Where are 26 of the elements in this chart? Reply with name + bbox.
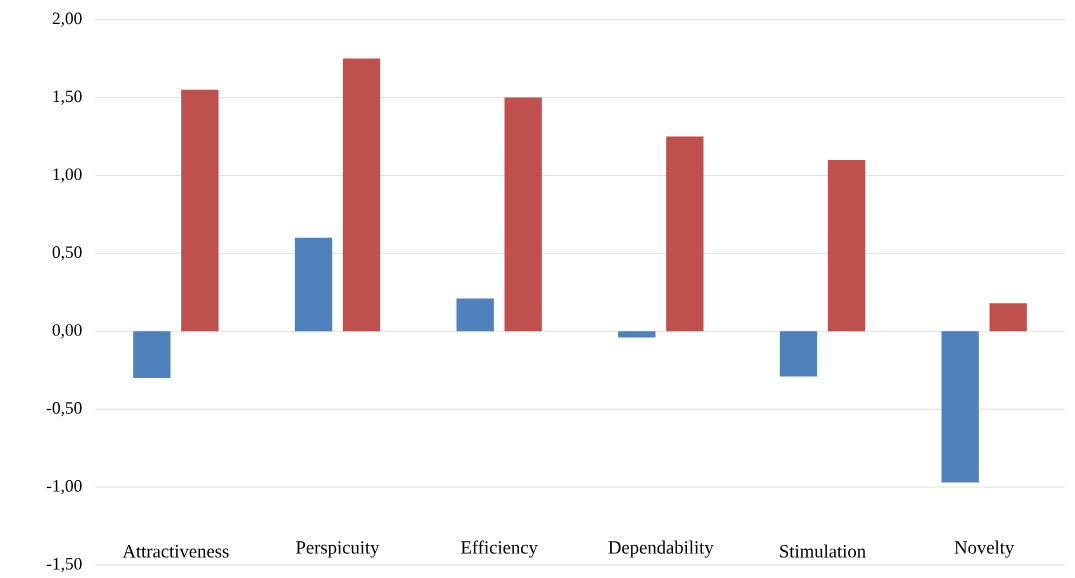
bar — [294, 237, 333, 332]
y-tick-label: 2,00 — [52, 12, 82, 27]
x-tick-label: Perspicuity — [296, 541, 380, 558]
x-tick-label: Efficiency — [461, 540, 538, 558]
bar — [827, 159, 866, 332]
y-tick-label: 0,00 — [52, 324, 82, 339]
bar — [133, 331, 171, 379]
bar — [779, 331, 818, 377]
y-tick-label: -1,00 — [46, 479, 82, 495]
x-tick-label: Dependability — [608, 540, 714, 558]
bar — [941, 331, 979, 483]
y-tick-label: -0,50 — [46, 402, 82, 417]
bar — [989, 303, 1027, 332]
y-tick-label: 1,50 — [53, 90, 82, 105]
bar — [456, 298, 494, 332]
y-tick-label: 0,50 — [52, 246, 82, 261]
x-tick-label: Stimulation — [780, 544, 866, 558]
x-tick-label: Novelty — [954, 540, 1015, 558]
bar — [504, 97, 542, 332]
y-tick-label: -1,50 — [46, 557, 82, 573]
x-tick-label: Attractiveness — [122, 545, 229, 558]
y-tick-label: 1,00 — [53, 168, 82, 183]
bar — [618, 331, 656, 338]
bar — [342, 58, 381, 332]
bar — [666, 136, 704, 332]
bar — [181, 89, 219, 332]
